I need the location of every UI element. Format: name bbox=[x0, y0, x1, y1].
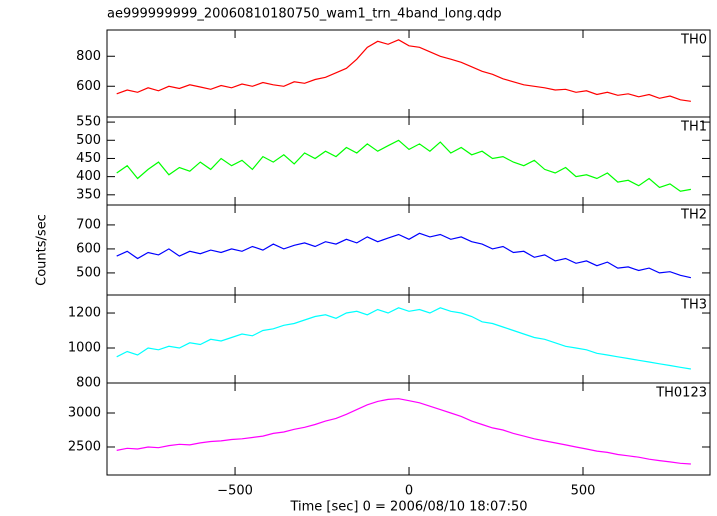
y-tick-label: 800 bbox=[76, 376, 101, 391]
y-axis-label: Counts/sec bbox=[35, 214, 50, 286]
legend-label: TH0 bbox=[680, 33, 707, 48]
y-tick-label: 800 bbox=[76, 49, 101, 64]
y-tick-label: 3000 bbox=[68, 405, 101, 420]
x-tick-label: 500 bbox=[571, 484, 596, 499]
x-tick-label: 0 bbox=[405, 484, 413, 499]
panel-frame bbox=[106, 116, 711, 206]
y-tick-label: 1000 bbox=[68, 341, 101, 356]
legend-label: TH1 bbox=[680, 120, 707, 135]
y-tick-label: 550 bbox=[76, 115, 101, 130]
y-tick-label: 450 bbox=[76, 151, 101, 166]
y-tick-label: 500 bbox=[76, 265, 101, 280]
data-line bbox=[116, 39, 691, 102]
panel-frame bbox=[106, 29, 711, 118]
panel-frame bbox=[106, 382, 711, 476]
y-tick-label: 600 bbox=[76, 241, 101, 256]
data-line bbox=[116, 232, 692, 279]
legend-label: TH3 bbox=[680, 298, 707, 313]
legend-label: TH2 bbox=[680, 208, 707, 223]
x-axis-label: Time [sec] 0 = 2006/08/10 18:07:50 bbox=[289, 500, 527, 515]
chart-title: ae999999999_20060810180750_wam1_trn_4ban… bbox=[107, 7, 502, 22]
x-tick-label: −500 bbox=[217, 484, 253, 499]
legend-label: TH0123 bbox=[655, 386, 707, 401]
panel-frame bbox=[106, 204, 711, 296]
panel-frame bbox=[106, 294, 711, 384]
y-tick-label: 500 bbox=[76, 133, 101, 148]
y-tick-label: 400 bbox=[76, 169, 101, 184]
y-tick-label: 1200 bbox=[68, 306, 101, 321]
y-tick-label: 350 bbox=[76, 187, 101, 202]
data-line bbox=[116, 139, 692, 192]
data-line bbox=[116, 307, 691, 370]
y-tick-label: 600 bbox=[76, 79, 101, 94]
y-tick-label: 700 bbox=[76, 217, 101, 232]
data-line bbox=[116, 398, 691, 465]
y-tick-label: 2500 bbox=[68, 439, 101, 454]
